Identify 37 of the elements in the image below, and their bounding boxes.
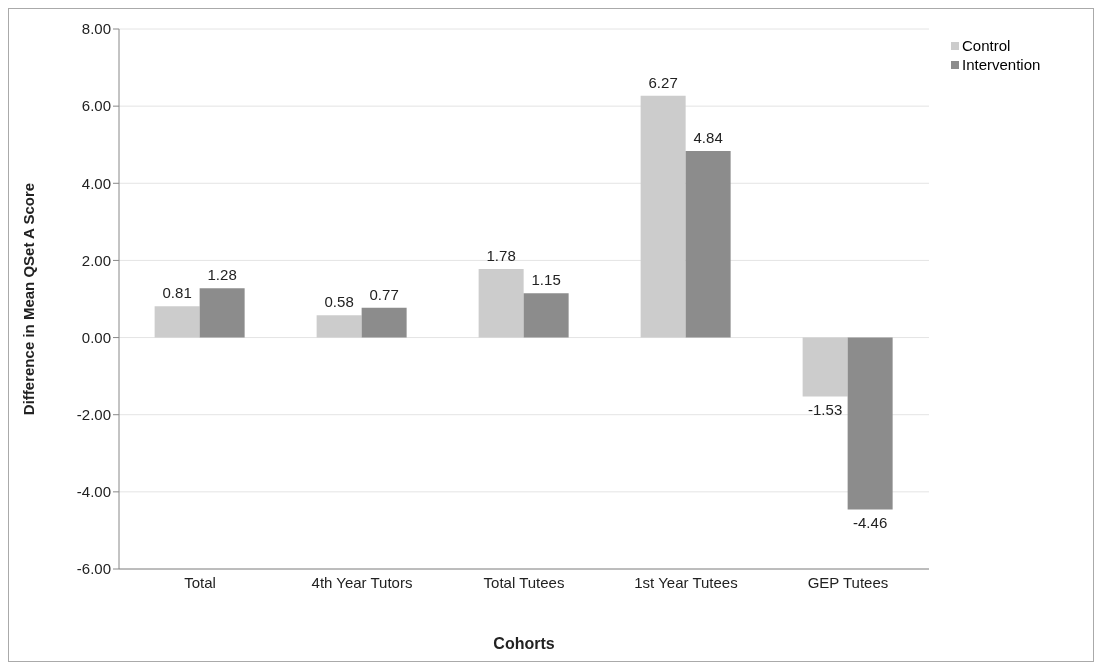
- y-tick-label: -6.00: [76, 560, 111, 578]
- y-tick-label: 6.00: [81, 97, 111, 115]
- bar: [316, 315, 362, 338]
- bar: [199, 288, 245, 338]
- data-label: 1.15: [531, 271, 561, 289]
- legend-label: Control: [962, 37, 1011, 54]
- bar: [640, 95, 686, 338]
- data-label: -4.46: [853, 513, 888, 531]
- x-tick-label: 1st Year Tutees: [634, 573, 738, 591]
- bar: [802, 337, 848, 397]
- bar: [154, 306, 200, 338]
- data-label: 0.58: [324, 293, 354, 311]
- x-tick-label: Total: [184, 573, 216, 591]
- data-label: -1.53: [808, 400, 843, 418]
- x-tick-label: Total Tutees: [483, 573, 565, 591]
- bar: [361, 307, 407, 338]
- bar: [523, 293, 569, 338]
- bar: [847, 337, 893, 510]
- bar: [478, 268, 524, 338]
- y-axis-title: Difference in Mean QSet A Score: [20, 182, 38, 416]
- y-tick-label: -4.00: [76, 483, 111, 501]
- y-tick-label: 4.00: [81, 174, 111, 192]
- y-tick-label: 0.00: [81, 328, 111, 346]
- x-tick-label: GEP Tutees: [807, 573, 889, 591]
- y-tick-label: 2.00: [81, 251, 111, 269]
- data-label: 1.28: [207, 266, 237, 284]
- y-tick-label: -2.00: [76, 406, 111, 424]
- legend-label: Intervention: [962, 56, 1041, 73]
- x-axis-title: Cohorts: [493, 635, 555, 652]
- data-label: 1.78: [486, 246, 516, 264]
- data-label: 4.84: [693, 128, 723, 146]
- data-label: 6.27: [648, 73, 678, 91]
- x-tick-label: 4th Year Tutors: [311, 573, 413, 591]
- data-label: 0.81: [162, 284, 192, 302]
- bar: [685, 150, 731, 338]
- y-tick-label: 8.00: [81, 20, 111, 38]
- data-label: 0.77: [369, 285, 399, 303]
